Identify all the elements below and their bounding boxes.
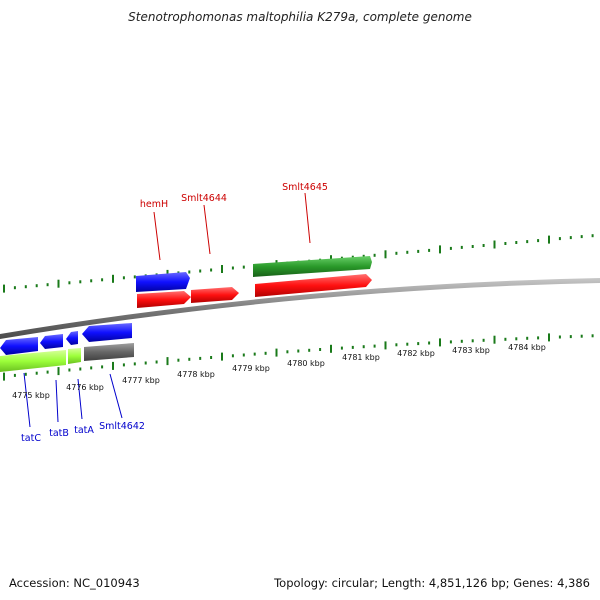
reverse-features xyxy=(0,323,134,372)
gene-hemH-forward[interactable] xyxy=(136,272,190,292)
genome-backbone xyxy=(0,278,600,339)
gene-Smlt4645-forward[interactable] xyxy=(255,274,372,297)
gene-label-Smlt4645[interactable]: Smlt4645 xyxy=(282,182,328,193)
forward-features xyxy=(136,256,372,308)
gene-labels: hemH Smlt4644 Smlt4645 tatC tatB tatA Sm… xyxy=(21,182,328,444)
scale-label: 4781 kbp xyxy=(342,353,380,362)
scale-label: 4777 kbp xyxy=(122,376,160,385)
gene-Smlt4642-reverse[interactable] xyxy=(82,323,132,342)
gene-tatC-green[interactable] xyxy=(0,350,66,372)
gene-tatA-green[interactable] xyxy=(68,348,81,364)
gene-label-tatC[interactable]: tatC xyxy=(21,433,41,444)
genome-summary-text: Topology: circular; Length: 4,851,126 bp… xyxy=(274,576,590,590)
scale-label: 4778 kbp xyxy=(177,370,215,379)
gene-Smlt4642-gray[interactable] xyxy=(84,343,134,361)
accession-text: Accession: NC_010943 xyxy=(9,576,140,590)
gene-label-tatB[interactable]: tatB xyxy=(49,428,69,439)
gene-tatA-reverse[interactable] xyxy=(66,331,78,345)
scale-label: 4782 kbp xyxy=(397,349,435,358)
scale-label: 4780 kbp xyxy=(287,359,325,368)
reverse-scale-track xyxy=(3,333,594,381)
map-title: Stenotrophomonas maltophilia K279a, comp… xyxy=(128,10,472,24)
gene-label-hemH[interactable]: hemH xyxy=(140,199,168,210)
gene-label-tatA[interactable]: tatA xyxy=(74,425,94,436)
gene-tatB-reverse[interactable] xyxy=(40,334,63,349)
gene-label-Smlt4644[interactable]: Smlt4644 xyxy=(181,193,227,204)
scale-label: 4784 kbp xyxy=(508,343,546,352)
scale-label: 4776 kbp xyxy=(66,383,104,392)
scale-label: 4779 kbp xyxy=(232,364,270,373)
scale-labels: 4775 kbp 4776 kbp 4777 kbp 4778 kbp 4779… xyxy=(12,343,546,400)
scale-label: 4775 kbp xyxy=(12,391,50,400)
gene-feature-forward[interactable] xyxy=(137,291,191,308)
gene-Smlt4645-rna[interactable] xyxy=(253,256,372,277)
gene-label-Smlt4642[interactable]: Smlt4642 xyxy=(99,421,145,432)
label-leaders xyxy=(23,192,311,428)
gene-tatC-reverse[interactable] xyxy=(0,337,38,355)
gene-Smlt4644-forward[interactable] xyxy=(191,287,239,303)
scale-label: 4783 kbp xyxy=(452,346,490,355)
